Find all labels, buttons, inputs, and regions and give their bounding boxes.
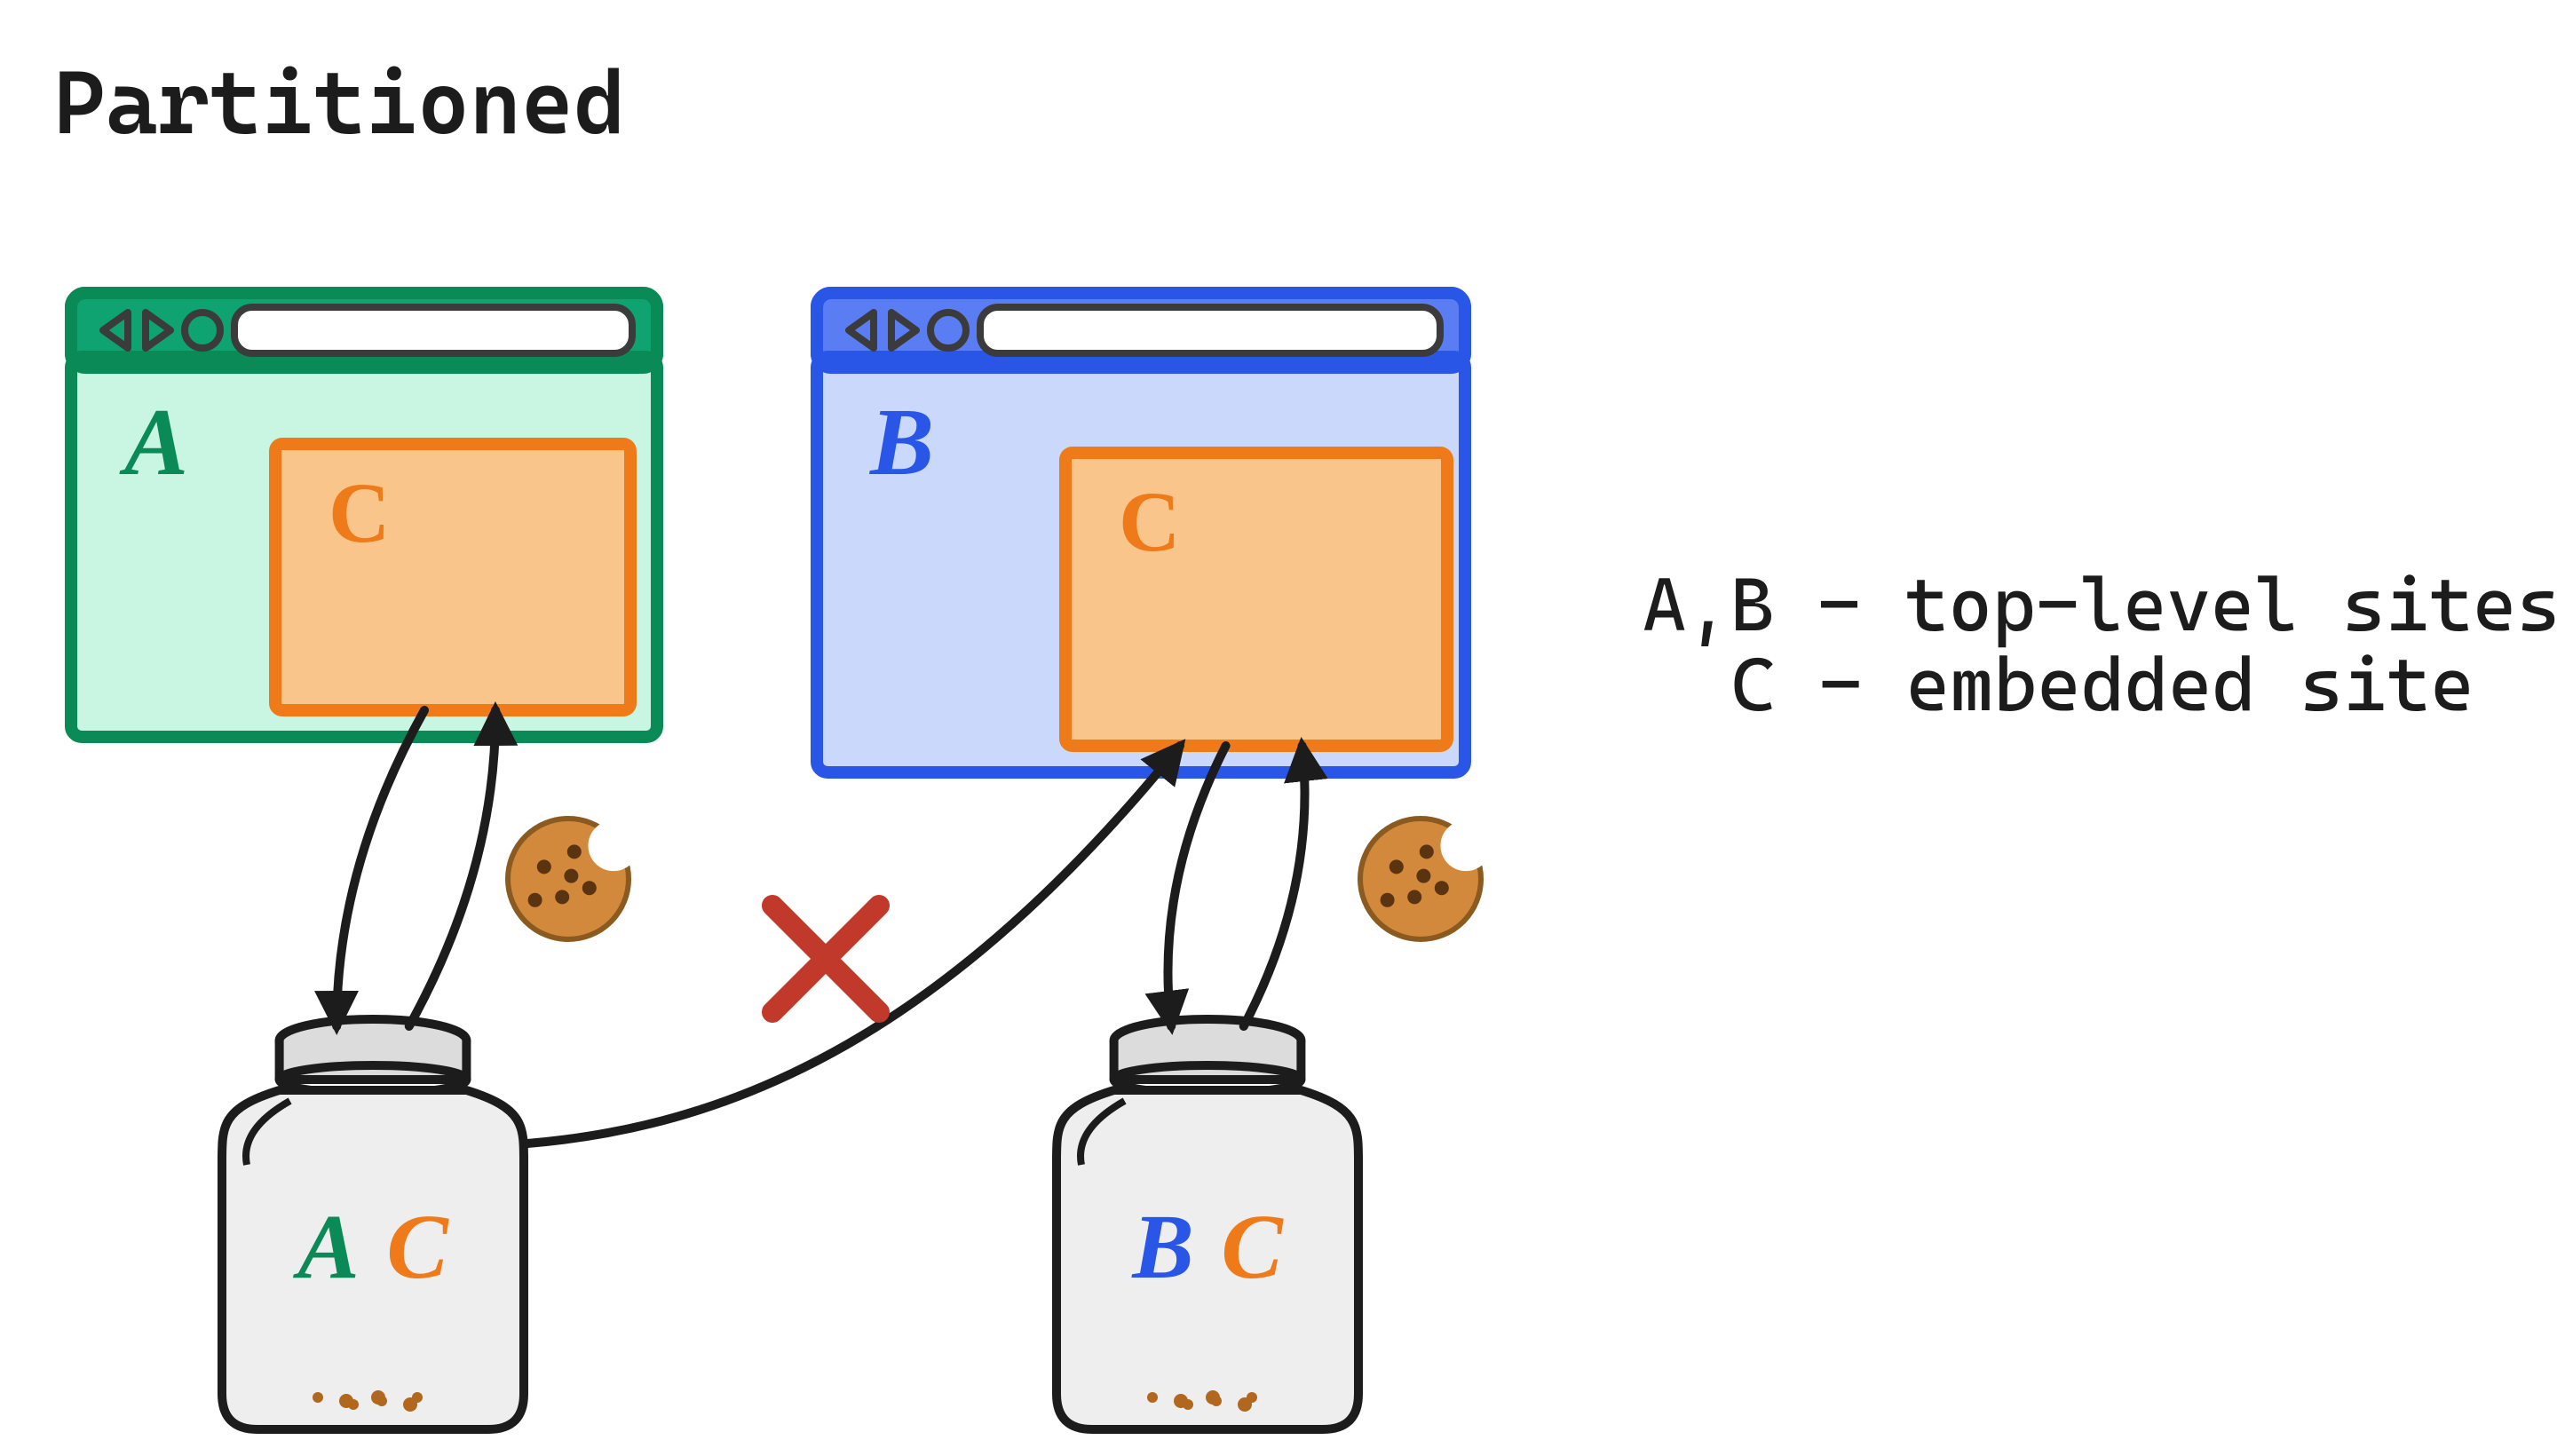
browser-window-B: BC <box>817 293 1465 772</box>
site-label-B: B <box>869 390 934 495</box>
site-label-A: A <box>119 390 188 495</box>
crumb-icon <box>376 1396 387 1406</box>
crumb-icon <box>1183 1399 1193 1410</box>
crumb-icon <box>1247 1392 1257 1403</box>
crumb-icon <box>313 1392 323 1403</box>
crumb-icon <box>1147 1392 1158 1403</box>
legend-line-1: A,B - top-level sites <box>1643 561 2561 648</box>
diagram-title: Partitioned <box>53 51 626 154</box>
legend-line-2: C - embedded site <box>1731 641 2474 728</box>
browser-window-A: AC <box>71 293 657 737</box>
jar-label-AC-C: C <box>386 1196 449 1298</box>
embedded-label-B: C <box>1119 474 1180 569</box>
jar-label-AC-A: A <box>292 1196 359 1298</box>
crumb-icon <box>348 1399 359 1410</box>
jar-label-BC-C: C <box>1221 1196 1284 1298</box>
embedded-frame-B: C <box>1065 453 1447 746</box>
crumb-icon <box>412 1392 423 1403</box>
address-bar <box>234 307 632 353</box>
embedded-frame-A: C <box>275 444 630 710</box>
jar-label-BC-B: B <box>1131 1196 1193 1298</box>
crumb-icon <box>1211 1396 1222 1406</box>
address-bar <box>980 307 1440 353</box>
embedded-label-A: C <box>329 465 390 560</box>
